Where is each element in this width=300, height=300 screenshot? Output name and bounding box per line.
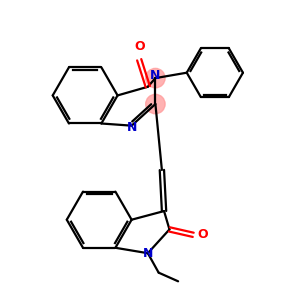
Text: O: O bbox=[198, 228, 208, 241]
Circle shape bbox=[146, 68, 165, 88]
Text: N: N bbox=[143, 247, 153, 260]
Text: N: N bbox=[150, 69, 161, 82]
Text: O: O bbox=[134, 40, 145, 53]
Circle shape bbox=[146, 94, 165, 114]
Text: N: N bbox=[126, 121, 137, 134]
